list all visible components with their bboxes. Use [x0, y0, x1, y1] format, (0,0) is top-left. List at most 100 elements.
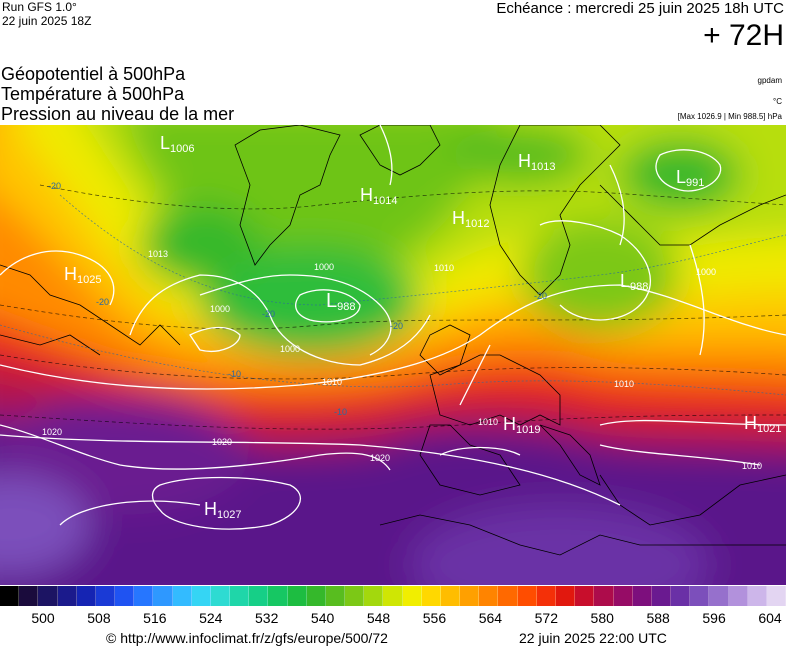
- colorbar-swatch: [536, 586, 556, 606]
- pressure-range: [Max 1026.9 | Min 988.5] hPa: [677, 112, 782, 121]
- temperature-contours: [0, 194, 786, 396]
- unit-temperature: °C: [773, 97, 782, 106]
- colorbar-tick-label: 564: [478, 610, 503, 626]
- pressure-center-7: L988: [620, 271, 648, 293]
- creation-date: 22 juin 2025 22:00 UTC: [519, 630, 667, 646]
- colorbar-swatch: [594, 586, 614, 606]
- title-temperature: Température à 500hPa: [1, 84, 185, 104]
- temperature-value-labels: -20 -20 -10 -20 -20 -20 -10: [48, 181, 547, 417]
- colorbar-swatch: [76, 586, 96, 606]
- isobar-label: 1000: [696, 267, 716, 277]
- colorbar-swatch: [709, 586, 729, 606]
- colorbar-tick-label: 508: [87, 610, 111, 626]
- colorbar-swatch: [172, 586, 192, 606]
- isobar-label: 1010: [434, 263, 454, 273]
- colorbar-swatch: [517, 586, 537, 606]
- pressure-center-1: H1014: [360, 185, 397, 207]
- colorbar-swatch: [402, 586, 422, 606]
- colorbar-swatch: [210, 586, 231, 606]
- title-pressure: Pression au niveau de la mer: [1, 104, 235, 124]
- colorbar-tick-label: 532: [255, 610, 279, 626]
- pressure-center-6: L988: [326, 290, 355, 313]
- temperature-label: -20: [534, 291, 547, 301]
- run-date: 22 juin 2025 18Z: [2, 14, 92, 28]
- colorbar-swatch: [325, 586, 346, 606]
- colorbar-swatch: [460, 586, 480, 606]
- colorbar-tick-label: 500: [31, 610, 55, 626]
- colorbar-swatch: [728, 586, 748, 606]
- colorbar-swatch: [651, 586, 672, 606]
- colorbar-swatch: [632, 586, 652, 606]
- isobar-label: 1010: [614, 379, 634, 389]
- pressure-center-9: H1021: [744, 413, 781, 435]
- colorbar-swatch: [575, 586, 595, 606]
- coastlines: [0, 125, 786, 556]
- weather-map[interactable]: L1006 H1014 H1013 L991 H1012 H1025 L988 …: [0, 125, 786, 585]
- pressure-center-5: H1025: [64, 264, 101, 286]
- colorbar-swatch: [134, 586, 154, 606]
- colorbar-tick-label: 580: [590, 610, 614, 626]
- colorbar-swatch: [95, 586, 116, 606]
- colorbar-swatch: [383, 586, 403, 606]
- valid-time: Echéance : mercredi 25 juin 2025 18h UTC: [496, 0, 784, 17]
- colorbar-swatch: [230, 586, 250, 606]
- colorbar-swatch: [747, 586, 767, 606]
- pressure-center-2: H1013: [518, 151, 555, 173]
- colorbar-tick-label: 588: [646, 610, 670, 626]
- colorbar: [0, 586, 786, 606]
- colorbar-tick-label: 540: [310, 610, 335, 626]
- temperature-label: -10: [334, 407, 347, 417]
- unit-geopotential: gpdam: [757, 76, 782, 85]
- geopotential-field: [0, 125, 786, 585]
- colorbar-swatch: [613, 586, 633, 606]
- colorbar-tick-label: 516: [143, 610, 167, 626]
- isobar-label: 1000: [280, 344, 300, 354]
- colorbar-swatch: [440, 586, 461, 606]
- pressure-center-8: H1019: [503, 414, 540, 436]
- colorbar-tick-label: 556: [422, 610, 447, 626]
- model-run: Run GFS 1.0°: [2, 0, 77, 14]
- source-credit[interactable]: © http://www.infoclimat.fr/z/gfs/europe/…: [106, 630, 388, 646]
- colorbar-swatch: [191, 586, 211, 606]
- colorbar-swatch: [268, 586, 288, 606]
- colorbar-swatch: [249, 586, 269, 606]
- temperature-label: -10: [228, 369, 241, 379]
- isobar-label: 1020: [212, 437, 232, 447]
- colorbar-swatch: [555, 586, 576, 606]
- colorbar-swatch: [0, 586, 20, 606]
- colorbar-swatch: [38, 586, 58, 606]
- temperature-label: -20: [96, 297, 109, 307]
- pressure-center-3: L991: [676, 167, 704, 189]
- colorbar-tick-label: 524: [199, 610, 223, 626]
- colorbar-swatch: [153, 586, 173, 606]
- geopotential-contours: [0, 184, 786, 430]
- pressure-center-10: H1027: [204, 499, 241, 521]
- temperature-label: -20: [48, 181, 61, 191]
- colorbar-ticks: 500 508 516 524 532 540 548 556 564 572 580 588 596 6…: [0, 610, 786, 628]
- colorbar-swatch: [306, 586, 326, 606]
- pressure-center-0: L1006: [160, 133, 195, 155]
- colorbar-tick-label: 604: [758, 610, 782, 626]
- colorbar-swatch: [421, 586, 441, 606]
- isobar-label: 1020: [370, 453, 390, 463]
- colorbar-swatch: [345, 586, 365, 606]
- colorbar-tick-label: 572: [534, 610, 558, 626]
- isobar-label: 1010: [322, 377, 342, 387]
- colorbar-swatch: [671, 586, 691, 606]
- colorbar-swatch: [479, 586, 499, 606]
- colorbar-swatch: [766, 586, 786, 606]
- colorbar-swatch: [287, 586, 307, 606]
- title-geopotential: Géopotentiel à 500hPa: [1, 64, 186, 84]
- colorbar-swatch: [19, 586, 39, 606]
- colorbar-swatch: [690, 586, 710, 606]
- isobars: [0, 125, 786, 530]
- isobar-label: 1010: [742, 461, 762, 471]
- isobar-label: 1000: [314, 262, 334, 272]
- pressure-center-4: H1012: [452, 208, 489, 230]
- colorbar-swatch: [364, 586, 384, 606]
- isobar-label: 1013: [148, 249, 168, 259]
- colorbar-tick-label: 596: [702, 610, 726, 626]
- colorbar-swatch: [115, 586, 135, 606]
- colorbar-swatch: [57, 586, 77, 606]
- temperature-label: -20: [390, 321, 403, 331]
